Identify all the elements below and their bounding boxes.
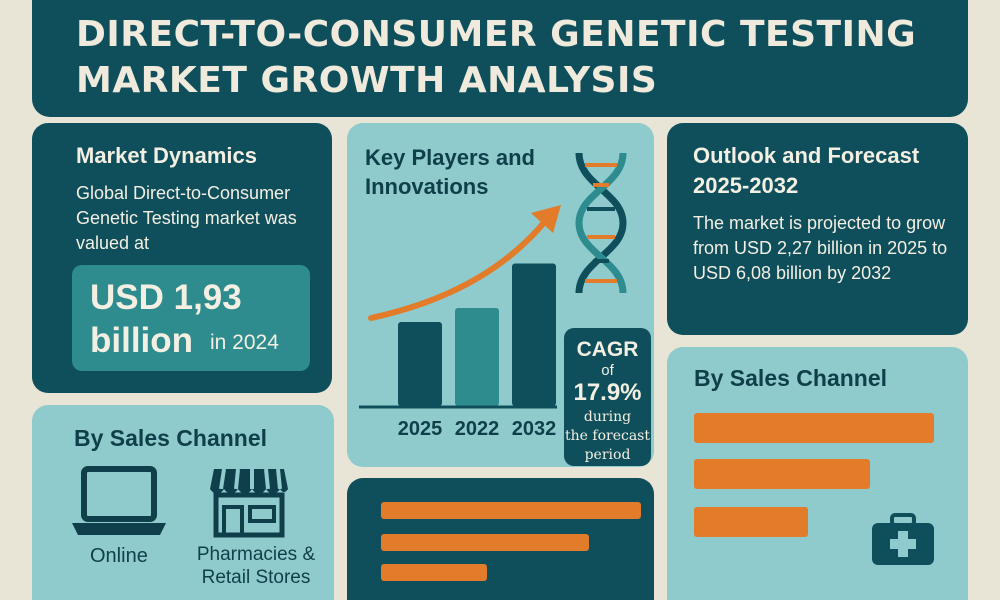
dna-helix-icon	[575, 152, 627, 294]
key-players-title: Key Players and Innovations	[365, 145, 535, 199]
store-label: Pharmacies & Retail Stores	[196, 544, 316, 588]
bar-2025	[398, 322, 442, 406]
sales-channel-panel-right: By Sales Channel	[667, 347, 968, 600]
sales-channel-title: By Sales Channel	[74, 425, 268, 451]
outlook-title: Outlook and Forecast 2025-2032	[693, 143, 920, 198]
cagr-box: CAGR of 17.9% during the forecast period	[564, 328, 651, 466]
bars-panel	[347, 478, 654, 600]
bar-line	[381, 534, 589, 551]
online-label: Online	[90, 545, 148, 567]
bar-line	[381, 564, 487, 581]
growth-bar-chart: 2025 2022 2032	[359, 152, 627, 440]
valuation-unit: billion	[90, 321, 194, 360]
sales-channel-panel-left: By Sales Channel Online Pharmacies & Ret…	[32, 405, 334, 600]
growth-arrow-icon	[368, 216, 550, 321]
cagr-of: of	[601, 362, 614, 379]
sales-bar-1	[694, 413, 934, 443]
key-players-panel: 2025 2022 2032 Key Players and Innovations…	[347, 123, 654, 467]
sales-bar-3	[694, 507, 808, 537]
outlook-text: The market is projected to grow from USD…	[693, 213, 948, 283]
medical-kit-icon	[872, 513, 934, 565]
tick-label-2032: 2032	[512, 418, 557, 440]
outlook-panel: Outlook and Forecast 2025-2032 The marke…	[667, 123, 968, 335]
tick-label-2025: 2025	[398, 418, 443, 440]
cagr-during: during the forecast period	[564, 408, 651, 465]
tick-label-2022: 2022	[455, 418, 500, 440]
cagr-period-end-line: period	[584, 447, 631, 463]
cagr-period-line: the forecast	[565, 428, 650, 444]
market-dynamics-panel: Market Dynamics Global Direct-to-Consume…	[32, 123, 332, 393]
sales-bar-2	[694, 459, 870, 489]
valuation-year: in 2024	[210, 331, 279, 354]
sales-channel-title-right: By Sales Channel	[694, 365, 888, 391]
header-banner: Direct-to-Consumer Genetic Testing Marke…	[32, 0, 968, 117]
market-dynamics-title: Market Dynamics	[76, 143, 257, 168]
laptop-icon	[72, 466, 166, 535]
cagr-during-line: during	[583, 409, 632, 425]
bar-line	[381, 502, 641, 519]
cagr-title: CAGR	[576, 338, 639, 361]
growth-arrow-head-icon	[531, 205, 561, 233]
bar-2032	[512, 263, 556, 406]
storefront-icon	[210, 468, 288, 538]
valuation-amount: USD 1,93	[90, 278, 242, 317]
page-title: Direct-to-Consumer Genetic Testing Marke…	[76, 14, 917, 101]
valuation-box: USD 1,93 billion in 2024	[72, 265, 310, 371]
cagr-value: 17.9%	[573, 379, 642, 406]
market-dynamics-text: Global Direct-to-Consumer Genetic Testin…	[76, 183, 297, 253]
bar-2022	[455, 307, 499, 406]
